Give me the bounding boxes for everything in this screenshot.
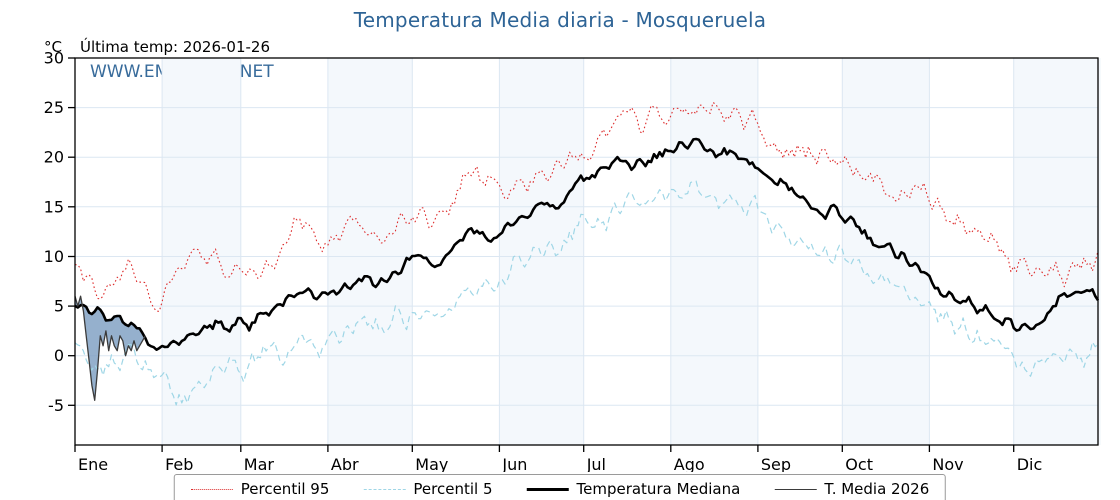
y-tick-label: 10 — [44, 247, 64, 266]
x-tick-label: Jul — [586, 455, 606, 472]
chart-title: Temperatura Media diaria - Mosqueruela — [353, 8, 767, 32]
x-tick-label: May — [415, 455, 448, 472]
mediana-line-swatch-icon — [526, 487, 569, 491]
legend-item-mediana: Temperatura Mediana — [526, 480, 740, 498]
chart-legend: Percentil 95 Percentil 5 Temperatura Med… — [173, 474, 947, 500]
legend-label: Percentil 5 — [413, 480, 493, 498]
plot-frame — [74, 57, 1099, 446]
month-band — [1013, 58, 1101, 445]
y-tick-label: 30 — [44, 49, 64, 68]
legend-item-t-media-2026: T. Media 2026 — [774, 480, 929, 498]
month-band — [327, 58, 413, 445]
series-line-0 — [74, 101, 1099, 312]
y-tick-label: -5 — [48, 396, 64, 415]
t-media-2026-line-swatch-icon — [774, 488, 817, 490]
month-band — [162, 58, 241, 445]
series-line-1 — [74, 180, 1099, 406]
x-tick-label: Ago — [674, 455, 705, 472]
x-tick-label: Oct — [845, 455, 873, 472]
y-tick-label: 25 — [44, 98, 64, 117]
temperature-line-chart: -5 0 5 10 15 20 25 30 Ene Feb Mar Abr May Jun Jul Ago Se… — [44, 49, 1101, 472]
percentil-5-line-swatch-icon — [363, 488, 406, 490]
y-axis-unit-label: °C — [44, 38, 62, 56]
x-tick-label: Sep — [761, 455, 791, 472]
y-tick-label: 20 — [44, 148, 64, 167]
series-line-2 — [74, 137, 1100, 351]
fill-2026-vs-median — [75, 296, 146, 401]
last-temp-subtitle: Última temp: 2026-01-26 — [80, 38, 271, 56]
percentil-95-line-swatch-icon — [190, 488, 233, 490]
x-tick-label: Nov — [932, 455, 963, 472]
month-band — [670, 58, 758, 445]
legend-item-percentil-5: Percentil 5 — [363, 480, 492, 498]
y-tick-label: 0 — [54, 346, 64, 365]
legend-label: Temperatura Mediana — [576, 480, 741, 498]
series-line-t-media-2026 — [74, 295, 146, 401]
x-tick-label: Ene — [78, 455, 108, 472]
x-tick-label: Feb — [165, 455, 193, 472]
y-tick-label: 15 — [44, 197, 64, 216]
x-tick-label: Mar — [244, 455, 275, 472]
legend-item-percentil-95: Percentil 95 — [190, 480, 330, 498]
legend-label: Percentil 95 — [240, 480, 330, 498]
month-band — [499, 58, 584, 445]
legend-label: T. Media 2026 — [824, 480, 930, 498]
x-tick-label: Abr — [331, 455, 359, 472]
x-tick-label: Jun — [501, 455, 527, 472]
month-band — [842, 58, 930, 445]
y-tick-label: 5 — [54, 297, 64, 316]
x-tick-label: Dic — [1017, 455, 1043, 472]
